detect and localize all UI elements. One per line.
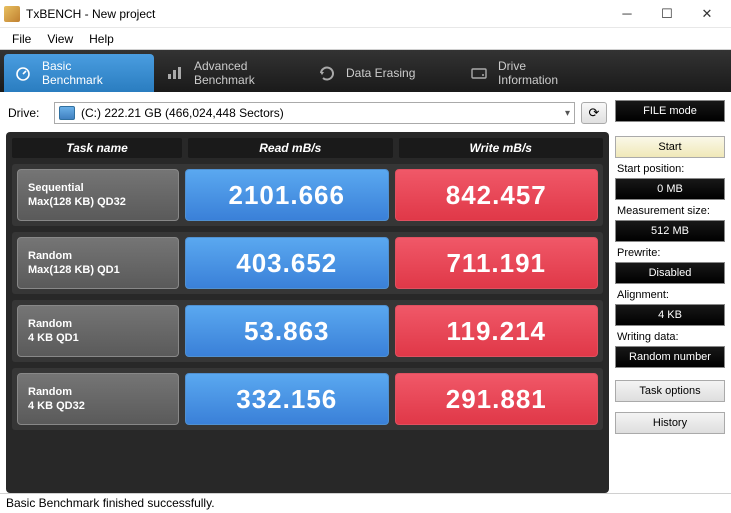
read-value: 403.652 [185, 237, 389, 289]
menu-file[interactable]: File [4, 30, 39, 48]
writing-data-button[interactable]: Random number [615, 346, 725, 368]
refresh-button[interactable]: ⟳ [581, 102, 607, 124]
gauge-icon [14, 64, 32, 82]
task-name-line1: Random [28, 317, 168, 331]
titlebar: TxBENCH - New project ─ ☐ ✕ [0, 0, 731, 28]
alignment-label: Alignment: [615, 289, 725, 301]
menu-help[interactable]: Help [81, 30, 122, 48]
write-value: 842.457 [395, 169, 599, 221]
drive-icon [470, 64, 488, 82]
read-value: 332.156 [185, 373, 389, 425]
chevron-down-icon: ▾ [565, 108, 570, 119]
task-name-line1: Random [28, 249, 168, 263]
header-write: Write mB/s [399, 138, 604, 158]
start-button[interactable]: Start [615, 136, 725, 158]
header-read: Read mB/s [188, 138, 393, 158]
erase-icon [318, 64, 336, 82]
drive-value: (C:) 222.21 GB (466,024,448 Sectors) [81, 106, 284, 120]
bars-icon [166, 64, 184, 82]
task-name-line1: Sequential [28, 181, 168, 195]
minimize-button[interactable]: ─ [607, 0, 647, 28]
prewrite-label: Prewrite: [615, 247, 725, 259]
task-name-line1: Random [28, 385, 168, 399]
tab-data-erasing[interactable]: Data Erasing [308, 54, 458, 92]
task-options-button[interactable]: Task options [615, 380, 725, 402]
file-mode-button[interactable]: FILE mode [615, 100, 725, 122]
drive-row: Drive: (C:) 222.21 GB (466,024,448 Secto… [6, 96, 609, 132]
benchmark-row: RandomMax(128 KB) QD1403.652711.191 [12, 232, 603, 294]
task-name: RandomMax(128 KB) QD1 [17, 237, 179, 289]
measurement-size-label: Measurement size: [615, 205, 725, 217]
task-name: Random4 KB QD32 [17, 373, 179, 425]
maximize-button[interactable]: ☐ [647, 0, 687, 28]
alignment-button[interactable]: 4 KB [615, 304, 725, 326]
writing-data-label: Writing data: [615, 331, 725, 343]
content: Drive: (C:) 222.21 GB (466,024,448 Secto… [0, 92, 731, 493]
write-value: 119.214 [395, 305, 599, 357]
drive-label: Drive: [8, 106, 48, 120]
start-position-button[interactable]: 0 MB [615, 178, 725, 200]
header-task: Task name [12, 138, 182, 158]
benchmark-row: Random4 KB QD32332.156291.881 [12, 368, 603, 430]
drive-select[interactable]: (C:) 222.21 GB (466,024,448 Sectors) ▾ [54, 102, 575, 124]
app-icon [4, 6, 20, 22]
tab-drive-information[interactable]: Drive Information [460, 54, 610, 92]
sidebar: FILE mode Start Start position: 0 MB Mea… [615, 96, 725, 493]
tabbar: Basic Benchmark Advanced Benchmark Data … [0, 50, 731, 92]
window-title: TxBENCH - New project [26, 7, 607, 21]
tab-label: Advanced Benchmark [194, 59, 255, 88]
benchmark-row: Random4 KB QD153.863119.214 [12, 300, 603, 362]
write-value: 711.191 [395, 237, 599, 289]
measurement-size-button[interactable]: 512 MB [615, 220, 725, 242]
task-name: SequentialMax(128 KB) QD32 [17, 169, 179, 221]
tab-label: Data Erasing [346, 66, 415, 80]
disk-icon [59, 106, 75, 120]
benchmark-panel: Task name Read mB/s Write mB/s Sequentia… [6, 132, 609, 493]
read-value: 53.863 [185, 305, 389, 357]
history-button[interactable]: History [615, 412, 725, 434]
tab-basic-benchmark[interactable]: Basic Benchmark [4, 54, 154, 92]
status-text: Basic Benchmark finished successfully. [6, 496, 215, 510]
status-bar: Basic Benchmark finished successfully. [0, 493, 731, 513]
benchmark-row: SequentialMax(128 KB) QD322101.666842.45… [12, 164, 603, 226]
task-name: Random4 KB QD1 [17, 305, 179, 357]
tab-label: Drive Information [498, 59, 558, 88]
task-name-line2: 4 KB QD1 [28, 331, 168, 345]
close-button[interactable]: ✕ [687, 0, 727, 28]
task-name-line2: Max(128 KB) QD32 [28, 195, 168, 209]
refresh-icon: ⟳ [589, 105, 600, 121]
main-panel: Drive: (C:) 222.21 GB (466,024,448 Secto… [6, 96, 609, 493]
task-name-line2: 4 KB QD32 [28, 399, 168, 413]
read-value: 2101.666 [185, 169, 389, 221]
write-value: 291.881 [395, 373, 599, 425]
menubar: File View Help [0, 28, 731, 50]
tab-label: Basic Benchmark [42, 59, 103, 88]
tab-advanced-benchmark[interactable]: Advanced Benchmark [156, 54, 306, 92]
start-position-label: Start position: [615, 163, 725, 175]
menu-view[interactable]: View [39, 30, 81, 48]
prewrite-button[interactable]: Disabled [615, 262, 725, 284]
benchmark-header: Task name Read mB/s Write mB/s [12, 138, 603, 158]
task-name-line2: Max(128 KB) QD1 [28, 263, 168, 277]
